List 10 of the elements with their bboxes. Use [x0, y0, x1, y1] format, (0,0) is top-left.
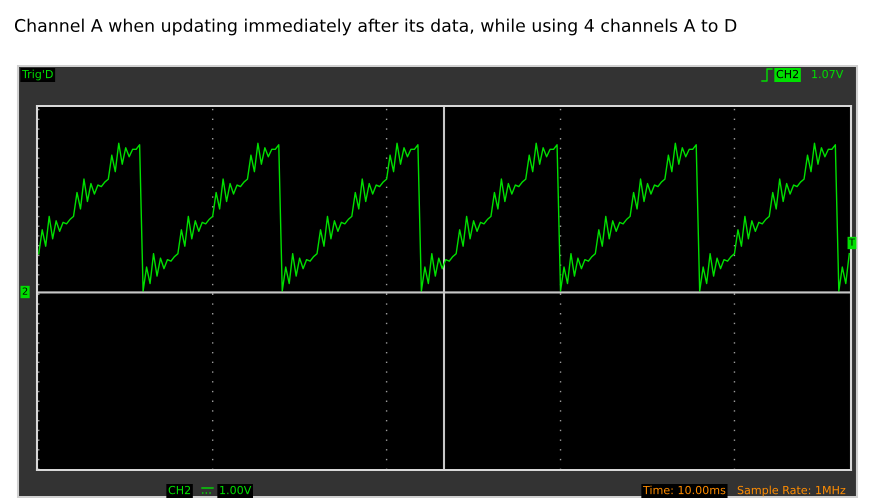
- text: 1.07V: [812, 70, 844, 78]
- text: 2: [22, 287, 28, 295]
- text: 1.00V: [220, 486, 252, 494]
- text: Trig'D: [22, 70, 53, 80]
- chart-title: Channel A when updating immediately after its data, while using 4 channels A to D: [14, 18, 736, 36]
- text: Time: 10.00ms: [642, 486, 726, 494]
- annotation: T: [848, 238, 855, 246]
- text: CH2: [776, 70, 798, 78]
- text: Sample Rate: 1MHz: [738, 486, 846, 496]
- text: CH2: [168, 486, 190, 494]
